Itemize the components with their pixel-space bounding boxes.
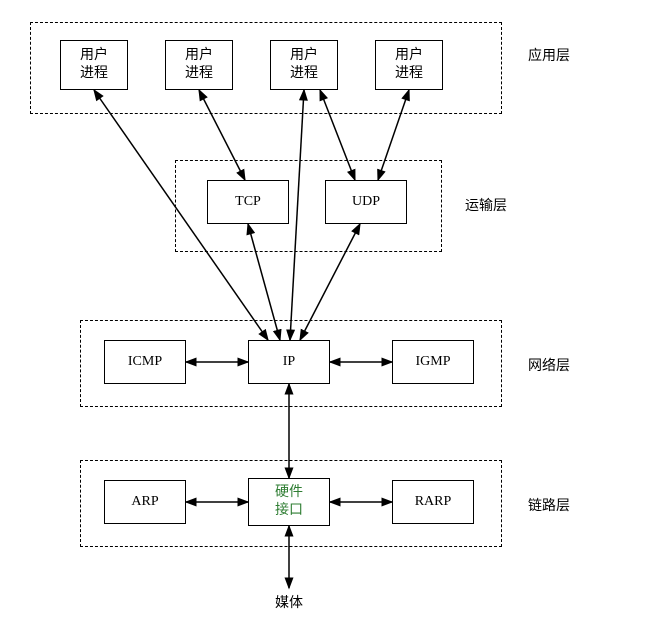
tcp-label: TCP xyxy=(235,193,261,211)
user-process-1-label: 用户 进程 xyxy=(80,47,108,83)
label-link: 链路层 xyxy=(528,495,570,515)
user-process-3-label: 用户 进程 xyxy=(290,47,318,83)
hw-label: 硬件 接口 xyxy=(275,484,303,520)
label-app: 应用层 xyxy=(528,45,570,65)
rarp-label: RARP xyxy=(415,493,452,511)
user-process-2-label: 用户 进程 xyxy=(185,47,213,83)
node-arp: ARP xyxy=(104,480,186,524)
node-media: 媒体 xyxy=(275,592,303,612)
node-hw: 硬件 接口 xyxy=(248,478,330,526)
arp-label: ARP xyxy=(131,493,158,511)
node-udp: UDP xyxy=(325,180,407,224)
node-user-process-3: 用户 进程 xyxy=(270,40,338,90)
node-user-process-2: 用户 进程 xyxy=(165,40,233,90)
label-network: 网络层 xyxy=(528,355,570,375)
user-process-4-label: 用户 进程 xyxy=(395,47,423,83)
igmp-label: IGMP xyxy=(415,353,450,371)
node-tcp: TCP xyxy=(207,180,289,224)
node-igmp: IGMP xyxy=(392,340,474,384)
node-ip: IP xyxy=(248,340,330,384)
label-transport: 运输层 xyxy=(465,195,507,215)
node-user-process-1: 用户 进程 xyxy=(60,40,128,90)
node-icmp: ICMP xyxy=(104,340,186,384)
icmp-label: ICMP xyxy=(128,353,162,371)
udp-label: UDP xyxy=(352,193,380,211)
node-rarp: RARP xyxy=(392,480,474,524)
node-user-process-4: 用户 进程 xyxy=(375,40,443,90)
ip-label: IP xyxy=(283,353,295,371)
